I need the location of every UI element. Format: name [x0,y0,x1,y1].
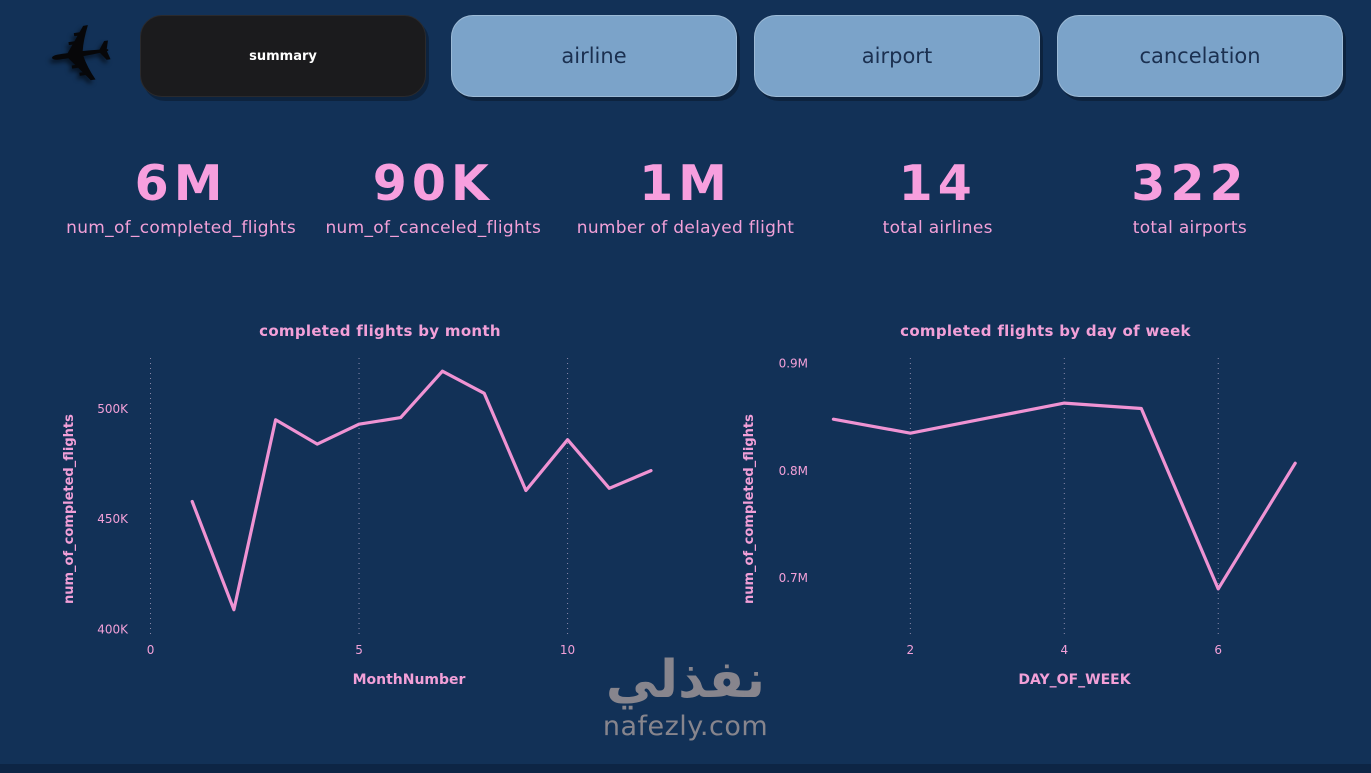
line-chart-month-plot[interactable]: 0 5 10 400K 450K 500K [80,348,700,670]
kpi-value: 6M [134,155,228,212]
x-tick-label: 0 [147,643,155,657]
x-tick-label: 2 [907,643,915,657]
kpi-total-airlines: 14 total airlines [812,155,1064,239]
x-axis-label: MonthNumber [352,672,466,689]
y-tick-label: 400K [97,623,129,637]
y-axis-label: num_of_completed_flights [742,414,757,605]
x-tick-label: 10 [560,643,575,657]
line-chart-day-of-week-plot[interactable]: 2 4 6 0.7M 0.8M 0.9M [760,348,1350,670]
kpi-label: number of delayed flight [576,218,795,239]
x-axis-label: DAY_OF_WEEK [1018,672,1131,689]
tab-airport[interactable]: airport [754,15,1040,97]
y-tick-label: 0.7M [779,572,808,586]
bottom-edge-strip [0,764,1371,773]
watermark-domain-text: nafezly.com [602,711,769,743]
kpi-label: total airlines [882,218,993,239]
x-tick-label: 6 [1214,643,1222,657]
data-line-series [190,370,653,612]
kpi-row: 6M num_of_completed_flights 90K num_of_c… [0,155,1371,239]
kpi-total-airports: 322 total airports [1064,155,1316,239]
charts-row: completed flights by month num_of_comple… [0,322,1371,688]
x-tick-label: 4 [1060,643,1068,657]
chart-completed-flights-by-day-of-week: completed flights by day of week num_of_… [740,322,1351,688]
kpi-canceled-flights: 90K num_of_canceled_flights [307,155,559,239]
top-navigation: ✈ summary airline airport cancelation [0,0,1371,106]
y-tick-label: 500K [97,402,129,416]
kpi-delayed-flights: 1M number of delayed flight [559,155,811,239]
kpi-value: 90K [372,155,494,212]
y-tick-label: 0.8M [779,464,808,478]
kpi-label: num_of_canceled_flights [325,218,542,239]
y-axis-label: num_of_completed_flights [62,414,77,605]
kpi-label: total airports [1132,218,1248,239]
chart-completed-flights-by-month: completed flights by month num_of_comple… [60,322,700,688]
tab-airline[interactable]: airline [451,15,737,97]
tab-cancelation[interactable]: cancelation [1057,15,1343,97]
x-tick-label: 5 [355,643,363,657]
kpi-value: 14 [898,155,977,212]
chart-title: completed flights by day of week [900,322,1191,341]
data-line-series [831,401,1297,591]
kpi-label: num_of_completed_flights [66,218,297,239]
tab-summary[interactable]: summary [140,15,426,97]
kpi-completed-flights: 6M num_of_completed_flights [55,155,307,239]
chart-title: completed flights by month [259,322,501,341]
y-tick-label: 0.9M [779,357,808,371]
airplane-logo-icon: ✈ [41,4,121,107]
kpi-value: 322 [1131,155,1249,212]
y-tick-label: 450K [97,513,129,527]
kpi-value: 1M [639,155,732,212]
